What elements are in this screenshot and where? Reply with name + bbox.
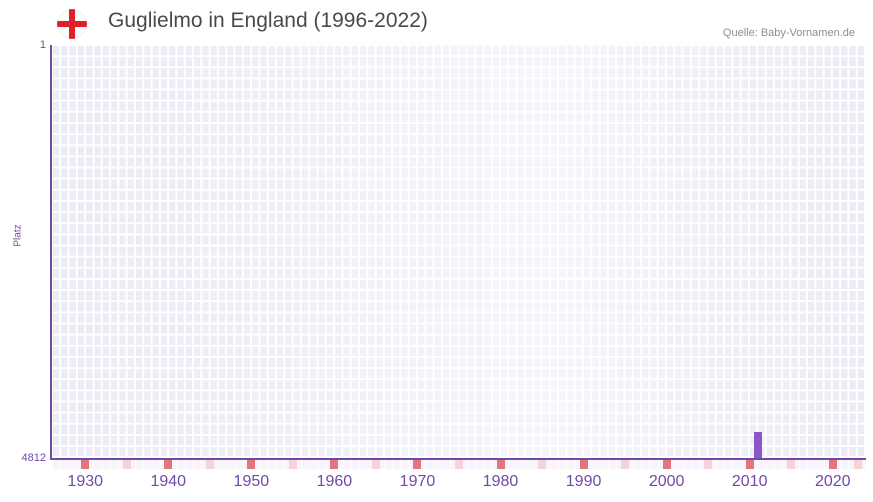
x-axis-tick-minor bbox=[288, 460, 297, 469]
source-attribution: Quelle: Baby-Vornamen.de bbox=[722, 27, 855, 39]
x-axis-tick-major bbox=[828, 460, 837, 469]
x-axis-tick-strip bbox=[52, 460, 866, 469]
x-axis-tick-label: 1950 bbox=[233, 473, 270, 490]
x-axis-tick-major bbox=[330, 460, 339, 469]
x-axis-tick-minor bbox=[704, 460, 713, 469]
x-axis-tick-label: 1940 bbox=[150, 473, 187, 490]
x-axis-tick-minor bbox=[455, 460, 463, 469]
x-axis-tick-label: 1970 bbox=[399, 473, 436, 490]
x-axis-tick-minor bbox=[371, 460, 380, 469]
x-axis-tick-minor bbox=[621, 460, 630, 469]
x-axis-tick-major bbox=[413, 460, 422, 469]
x-axis-tick-minor bbox=[787, 460, 796, 469]
x-axis-tick-label: 1980 bbox=[482, 473, 519, 490]
x-axis-tick-major bbox=[496, 460, 505, 469]
chart-plot-area bbox=[50, 45, 866, 460]
x-axis-tick-minor bbox=[205, 460, 214, 469]
x-axis-tick-minor bbox=[853, 460, 862, 469]
y-axis-title: Platz bbox=[12, 224, 24, 247]
x-axis-tick-minor bbox=[122, 460, 131, 469]
x-axis-tick-major bbox=[662, 460, 671, 469]
x-axis-tick-label: 1990 bbox=[565, 473, 602, 490]
x-axis-tick-major bbox=[579, 460, 588, 469]
x-axis-tick-label: 2000 bbox=[648, 473, 685, 490]
x-axis-tick-label: 2020 bbox=[814, 473, 851, 490]
x-axis-tick-major bbox=[164, 460, 173, 469]
x-axis-tick-label: 1960 bbox=[316, 473, 353, 490]
x-axis-tick-major bbox=[745, 460, 754, 469]
x-axis-tick-label: 2010 bbox=[731, 473, 768, 490]
chart-gridlines bbox=[52, 45, 866, 458]
y-axis-line bbox=[50, 45, 52, 459]
x-axis-tick-minor bbox=[538, 460, 547, 469]
page-title: Guglielmo in England (1996-2022) bbox=[108, 9, 428, 32]
y-axis-label-bottom: 4812 bbox=[21, 452, 46, 464]
flag-cross-horizontal bbox=[57, 21, 87, 27]
chart-bar[interactable] bbox=[754, 432, 763, 458]
x-axis-tick-label: 1930 bbox=[67, 473, 104, 490]
x-axis-tick-major bbox=[247, 460, 256, 469]
england-flag-icon bbox=[57, 9, 87, 39]
x-axis-tick-major bbox=[81, 460, 90, 469]
x-axis-line bbox=[50, 458, 866, 460]
chart-header: Guglielmo in England (1996-2022) Quelle:… bbox=[0, 0, 873, 44]
y-axis-label-top: 1 bbox=[39, 39, 46, 51]
